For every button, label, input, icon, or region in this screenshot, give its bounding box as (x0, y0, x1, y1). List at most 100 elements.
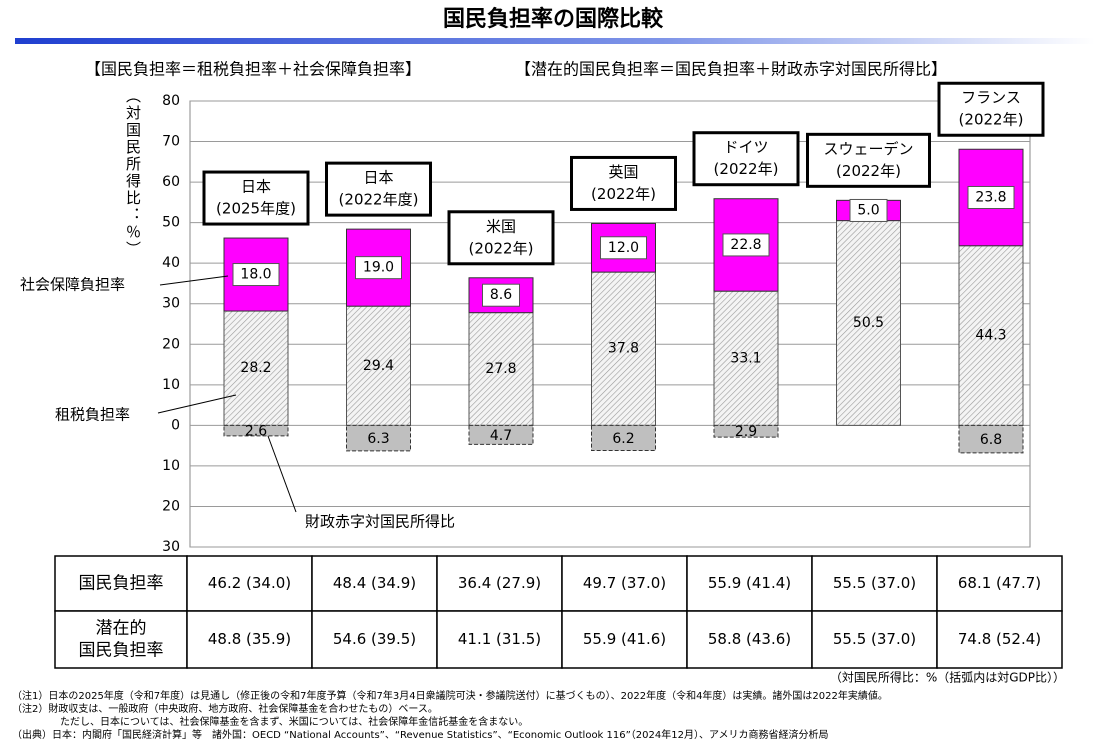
category-label: (2022年度) (339, 191, 419, 209)
row-label: 潜在的 (96, 619, 147, 639)
table-value: 68.1 (47.7) (958, 574, 1041, 592)
table-cell (54, 610, 188, 669)
y-tick-label: 60 (162, 174, 180, 190)
value-label: 4.7 (490, 428, 512, 444)
table-value: 48.8 (35.9) (208, 630, 291, 648)
category-label: (2025年度) (216, 200, 296, 218)
category-box (202, 170, 310, 226)
value-label: 6.8 (980, 432, 1002, 448)
value-label: 50.5 (853, 315, 884, 331)
value-label-box (849, 198, 888, 222)
y-tick-label: 30 (162, 539, 180, 555)
value-label: 37.8 (608, 341, 639, 357)
value-label-box (722, 233, 770, 257)
y-tick-label: 40 (162, 255, 180, 271)
value-label: 29.4 (363, 358, 394, 374)
bar-segment (346, 305, 411, 426)
value-label-box (232, 263, 280, 287)
table-cell (436, 555, 563, 612)
bar-segment (836, 220, 901, 426)
table-cell (811, 555, 938, 612)
table-value: 46.2 (34.0) (208, 574, 291, 592)
value-label-box (600, 236, 647, 260)
value-label: 27.8 (485, 361, 516, 377)
bar-segment (591, 271, 656, 426)
y-tick-label: 10 (162, 458, 180, 474)
table-value: 55.5 (37.0) (833, 630, 916, 648)
note: （注1）日本の2025年度（令和7年度）は見通し（修正後の令和7年度予算（令和7… (12, 689, 888, 702)
table-value: 55.5 (37.0) (833, 574, 916, 592)
bar-segment (468, 312, 534, 426)
category-label: スウェーデン (823, 140, 913, 158)
bar-segment (591, 424, 656, 452)
bar-segment (223, 424, 289, 437)
value-label: 12.0 (608, 240, 639, 256)
value-label-box (355, 256, 402, 280)
bar-segment (713, 290, 779, 426)
table-cell (686, 555, 813, 612)
category-label: 日本 (363, 169, 393, 187)
category-label: 英国 (608, 163, 638, 181)
category-label: (2022年) (836, 162, 901, 180)
value-label: 33.1 (730, 350, 761, 366)
table-value: 48.4 (34.9) (333, 574, 416, 592)
y-axis-label: （対国民所得比：％） (124, 88, 142, 258)
value-label: 5.0 (857, 202, 879, 218)
table-cell (54, 555, 188, 612)
category-box (937, 81, 1045, 137)
value-label: 22.8 (730, 237, 761, 253)
bar-segment (468, 424, 534, 445)
unit-note: （対国民所得比：%（括弧内は対GDP比）） (830, 670, 1065, 685)
category-label: 日本 (241, 178, 271, 196)
y-tick-label: 30 (162, 296, 180, 312)
value-label-box (482, 283, 520, 307)
table-cell (186, 610, 313, 669)
category-label: フランス (961, 89, 1021, 107)
y-tick-label: 20 (162, 498, 180, 514)
value-label: 18.0 (240, 267, 271, 283)
y-tick-label: 70 (162, 134, 180, 150)
value-label: 2.9 (735, 424, 757, 440)
table-cell (936, 610, 1063, 669)
y-tick-label: 80 (162, 93, 180, 109)
table-value: 58.8 (43.6) (708, 630, 791, 648)
table-value: 54.6 (39.5) (333, 630, 416, 648)
note: （出典）日本：内閣府「国民経済計算」等 諸外国：OECD “National A… (12, 728, 828, 741)
category-label: ドイツ (723, 138, 768, 156)
table-value: 55.9 (41.6) (583, 630, 666, 648)
category-label: (2022年) (714, 160, 779, 178)
category-label: (2022年) (469, 239, 534, 257)
row-label: 国民負担率 (79, 641, 164, 661)
value-label: 8.6 (490, 287, 512, 303)
leader-line (159, 275, 229, 286)
leader-line (267, 435, 297, 513)
table-cell (436, 610, 563, 669)
series-annotation: 租税負担率 (55, 406, 130, 424)
value-label: 6.2 (612, 431, 634, 447)
value-label: 19.0 (363, 260, 394, 276)
leader-line (157, 394, 237, 414)
table-value: 41.1 (31.5) (458, 630, 541, 648)
y-tick-label: 50 (162, 215, 180, 231)
category-box (806, 132, 931, 188)
y-tick-label: 10 (162, 377, 180, 393)
y-tick-label: 0 (171, 417, 180, 433)
bar-segment (958, 424, 1024, 454)
table-value: 74.8 (52.4) (958, 630, 1041, 648)
table-cell (686, 610, 813, 669)
table-cell (186, 555, 313, 612)
bar-segment (958, 245, 1024, 426)
chart-title: 国民負担率の国際比較 (443, 6, 664, 32)
bar-segment (713, 424, 779, 438)
note: ただし、日本については、社会保障基金を含まず、米国については、社会保障年金信託基… (60, 715, 528, 728)
subtitle: 【国民負担率＝租税負担率＋社会保障負担率】 (85, 60, 421, 79)
category-label: 米国 (486, 217, 516, 235)
category-box (570, 155, 677, 211)
value-label: 44.3 (975, 328, 1006, 344)
row-label: 国民負担率 (79, 574, 164, 594)
table-cell (311, 610, 438, 669)
title-rule (15, 38, 1095, 44)
category-label: (2022年) (591, 185, 656, 203)
y-tick-label: 20 (162, 336, 180, 352)
value-label: 28.2 (240, 360, 271, 376)
